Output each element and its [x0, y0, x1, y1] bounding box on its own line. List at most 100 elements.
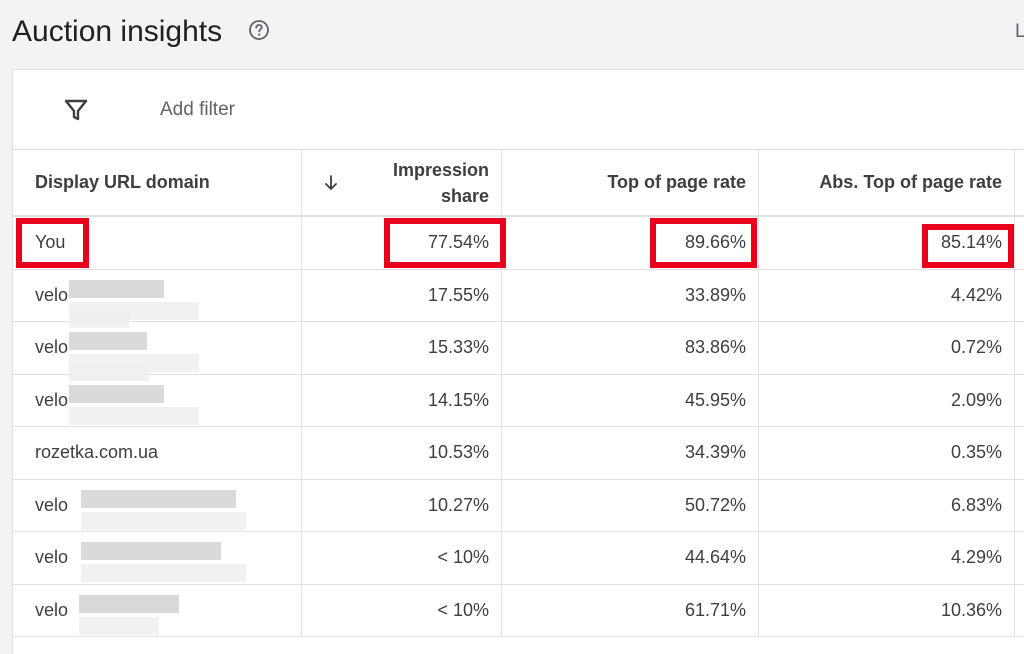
domain-cell-text: velo	[35, 284, 69, 305]
domain-cell-text: velo	[35, 389, 69, 410]
domain-cell-text: velo	[35, 494, 69, 515]
impression-share-cell-text: 10.27%	[427, 494, 489, 515]
filter-funnel-icon[interactable]	[63, 97, 89, 123]
top-of-page-rate-cell: 83.86%	[502, 322, 759, 374]
redaction-blur	[81, 542, 221, 560]
next-column-cell	[1015, 585, 1024, 637]
abs-top-of-page-rate-cell: 0.72%	[759, 322, 1015, 374]
impression-share-cell-text: < 10%	[437, 547, 489, 568]
impression-share-cell: 17.55%	[302, 269, 502, 321]
abs-top-of-page-rate-cell-text: 2.09%	[950, 389, 1002, 410]
table-row[interactable]: velo 15.33% 83.86% 0.72%	[13, 310, 1024, 375]
impression-share-cell-text: 10.53%	[427, 442, 489, 463]
top-of-page-rate-cell: 61.71%	[502, 584, 759, 636]
table-row[interactable]: rozetka.com.ua 10.53% 34.39% 0.35%	[13, 427, 1024, 480]
redaction-blur	[79, 594, 179, 613]
domain-cell: velo	[13, 322, 302, 374]
top-of-page-rate-cell-text: 61.71%	[684, 599, 746, 620]
impression-share-cell-text: 14.15%	[427, 389, 489, 410]
domain-cell: velo	[13, 532, 302, 584]
abs-top-of-page-rate-cell: 4.29%	[759, 532, 1015, 584]
abs-top-of-page-rate-cell: 2.09%	[759, 374, 1015, 426]
redaction-blur	[69, 406, 199, 425]
top-of-page-rate-cell-text: 33.89%	[684, 284, 746, 305]
title-bar: Auction insights L	[0, 0, 1024, 68]
top-of-page-rate-cell-text: 34.39%	[684, 442, 746, 463]
table-row[interactable]: velo 14.15% 45.95% 2.09%	[13, 362, 1024, 427]
top-of-page-rate-cell: 45.95%	[502, 374, 759, 426]
table-header-row: Display URL domain Impression share Top …	[13, 150, 1024, 217]
domain-cell: rozetka.com.ua	[13, 427, 302, 479]
domain-cell-text: velo	[35, 337, 69, 358]
auction-insights-table: Display URL domain Impression share Top …	[13, 150, 1024, 637]
truncated-header-link[interactable]: L	[1015, 21, 1024, 42]
abs-top-of-page-rate-cell: 0.35%	[759, 427, 1015, 479]
table-row[interactable]: You 77.54% 89.66% 85.14%	[13, 217, 1024, 270]
abs-top-of-page-rate-cell-text: 4.29%	[950, 547, 1002, 568]
column-header-impression-share[interactable]: Impression share	[302, 150, 502, 215]
arrow-down-icon[interactable]	[320, 172, 342, 194]
top-of-page-rate-cell: 50.72%	[502, 479, 759, 531]
domain-cell-text: You	[35, 232, 66, 253]
domain-cell: velo	[13, 584, 302, 636]
abs-top-of-page-rate-cell-text: 85.14%	[940, 232, 1002, 253]
abs-top-of-page-rate-cell: 85.14%	[759, 217, 1015, 269]
abs-top-of-page-rate-cell: 10.36%	[759, 584, 1015, 636]
auction-insights-card: Add filter Display URL domain Impression…	[12, 69, 1024, 654]
next-column-cell	[1015, 532, 1024, 584]
abs-top-of-page-rate-cell-text: 4.42%	[950, 284, 1002, 305]
redaction-blur	[69, 279, 164, 298]
table-row[interactable]: velo < 10% 61.71% 10.36%	[13, 584, 1024, 637]
domain-cell: velo	[13, 479, 302, 531]
impression-share-cell: 10.53%	[302, 427, 502, 479]
column-header-top-of-page-rate-label: Top of page rate	[607, 172, 746, 192]
redaction-blur	[81, 511, 246, 530]
column-header-abs-top-of-page-rate[interactable]: Abs. Top of page rate	[759, 150, 1015, 215]
next-column-cell	[1015, 217, 1024, 269]
domain-cell: You	[13, 217, 302, 269]
domain-cell-text: rozetka.com.ua	[35, 442, 159, 463]
top-of-page-rate-cell-text: 83.86%	[684, 337, 746, 358]
help-circle-icon[interactable]	[248, 19, 270, 41]
impression-share-cell-text: 15.33%	[427, 337, 489, 358]
impression-share-cell: 14.15%	[302, 374, 502, 426]
domain-cell: velo	[13, 269, 302, 321]
abs-top-of-page-rate-cell-text: 0.72%	[950, 337, 1002, 358]
redaction-blur	[69, 384, 164, 403]
column-header-domain[interactable]: Display URL domain	[13, 150, 302, 215]
top-of-page-rate-cell-text: 50.72%	[684, 494, 746, 515]
impression-share-cell: 15.33%	[302, 322, 502, 374]
impression-share-cell-text: < 10%	[437, 599, 489, 620]
next-column-cell	[1015, 270, 1024, 322]
table-row[interactable]: velo 17.55% 33.89% 4.42%	[13, 269, 1024, 322]
column-header-domain-label: Display URL domain	[35, 172, 210, 192]
column-header-next	[1015, 150, 1024, 215]
column-header-abs-top-of-page-rate-label: Abs. Top of page rate	[819, 172, 1002, 192]
column-header-top-of-page-rate[interactable]: Top of page rate	[502, 150, 759, 215]
abs-top-of-page-rate-cell-text: 10.36%	[940, 599, 1002, 620]
next-column-cell	[1015, 322, 1024, 374]
add-filter-button[interactable]: Add filter	[160, 99, 235, 120]
top-of-page-rate-cell-text: 89.66%	[684, 232, 746, 253]
redaction-blur	[79, 616, 159, 635]
abs-top-of-page-rate-cell-text: 0.35%	[950, 442, 1002, 463]
redaction-blur	[69, 362, 149, 381]
impression-share-cell: < 10%	[302, 584, 502, 636]
redaction-blur	[69, 332, 147, 350]
redaction-blur	[81, 489, 236, 508]
filter-bar: Add filter	[13, 70, 1024, 150]
abs-top-of-page-rate-cell: 6.83%	[759, 479, 1015, 531]
impression-share-cell-text: 77.54%	[427, 232, 489, 253]
redaction-blur	[69, 310, 129, 328]
top-of-page-rate-cell: 34.39%	[502, 427, 759, 479]
next-column-cell	[1015, 480, 1024, 532]
table-row[interactable]: velo < 10% 44.64% 4.29%	[13, 532, 1024, 585]
next-column-cell	[1015, 427, 1024, 479]
redaction-blur	[81, 564, 246, 582]
table-body: You 77.54% 89.66% 85.14% velo 17.55% 33.89% 4.4…	[13, 217, 1024, 637]
impression-share-cell: < 10%	[302, 532, 502, 584]
table-row[interactable]: velo 10.27% 50.72% 6.83%	[13, 479, 1024, 532]
abs-top-of-page-rate-cell: 4.42%	[759, 269, 1015, 321]
page-title: Auction insights	[12, 15, 223, 48]
